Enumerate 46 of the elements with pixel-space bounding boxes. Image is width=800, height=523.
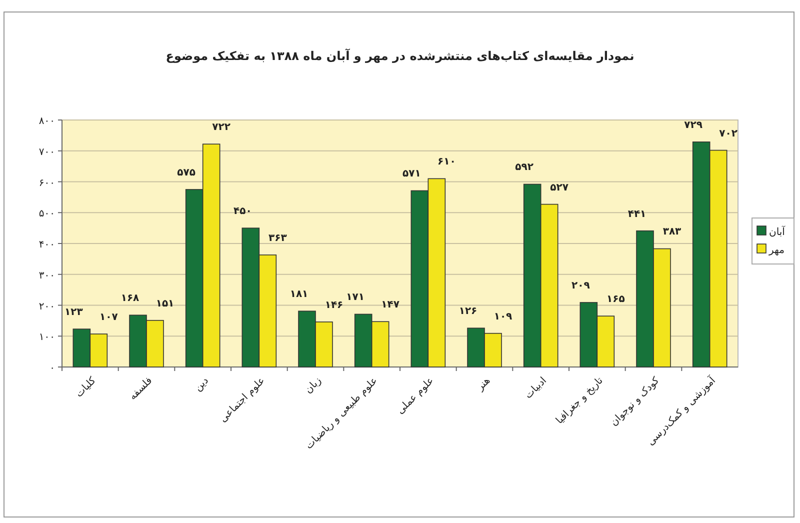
data-label: ۵۷۱ [402,168,421,180]
data-label: ۱۴۶ [324,300,344,311]
chart-title: نمودار مقایسه‌ای کتاب‌های منتشرشده در مهر و آبان ماه ۱۳۸۸ به تفکیک موضوع [166,48,634,63]
data-label: ۷۲۲ [212,122,230,134]
data-label: ۱۵۱ [156,298,174,310]
data-label: ۱۶۸ [120,293,140,304]
data-label: ۱۴۷ [381,300,400,311]
x-tick-label: علوم عملی [395,375,436,417]
x-tick-label: ادبیات [523,375,549,402]
x-tick-label: دین [192,375,211,394]
data-label: ۱۰۹ [494,311,512,322]
data-label: ۵۲۷ [550,182,568,194]
data-label: ۱۰۷ [100,312,118,323]
data-label: ۴۵۰ [234,206,252,218]
y-tick-label: ۱۰۰ [38,332,55,344]
y-tick-label: ۸۰۰ [38,116,55,127]
data-label: ۵۷۵ [177,167,196,178]
x-tick-label: تاریخ و جغرافیا [554,375,606,426]
data-label: ۴۴۱ [628,208,646,220]
x-tick-label: فلسفه [127,375,155,403]
x-tick-label: زبان [303,375,324,396]
y-tick-label: ۰ [50,363,55,374]
x-tick-label: علوم اجتماعی [218,375,268,425]
data-label: ۷۰۲ [719,128,738,140]
data-label: ۱۲۶ [458,306,478,318]
y-tick-label: ۴۰۰ [38,240,55,250]
x-tick-label: هنر [474,375,493,394]
y-tick-label: ۵۰۰ [38,208,55,220]
legend-label: آبان [769,225,786,238]
data-label: ۳۶۳ [268,232,287,244]
data-label: ۲۰۹ [572,280,590,292]
data-label: ۷۲۹ [684,120,702,131]
x-tick-label: کلیات [74,375,98,400]
y-tick-label: ۶۰۰ [38,178,55,189]
data-label: ۳۸۳ [662,226,682,238]
data-label: ۶۱۰ [438,156,456,168]
x-tick-label: کودک و نوجوان [608,375,662,428]
data-label: ۱۷۱ [346,292,364,304]
data-label: ۱۲۳ [64,307,83,318]
data-label: ۵۹۲ [515,162,534,174]
y-tick-label: ۳۰۰ [38,270,55,282]
data-label: ۱۶۵ [606,294,625,306]
legend-label: مهر [768,245,784,256]
y-tick-label: ۲۰۰ [38,301,55,312]
y-tick-label: ۷۰۰ [38,146,55,158]
data-label: ۱۸۱ [290,289,308,300]
